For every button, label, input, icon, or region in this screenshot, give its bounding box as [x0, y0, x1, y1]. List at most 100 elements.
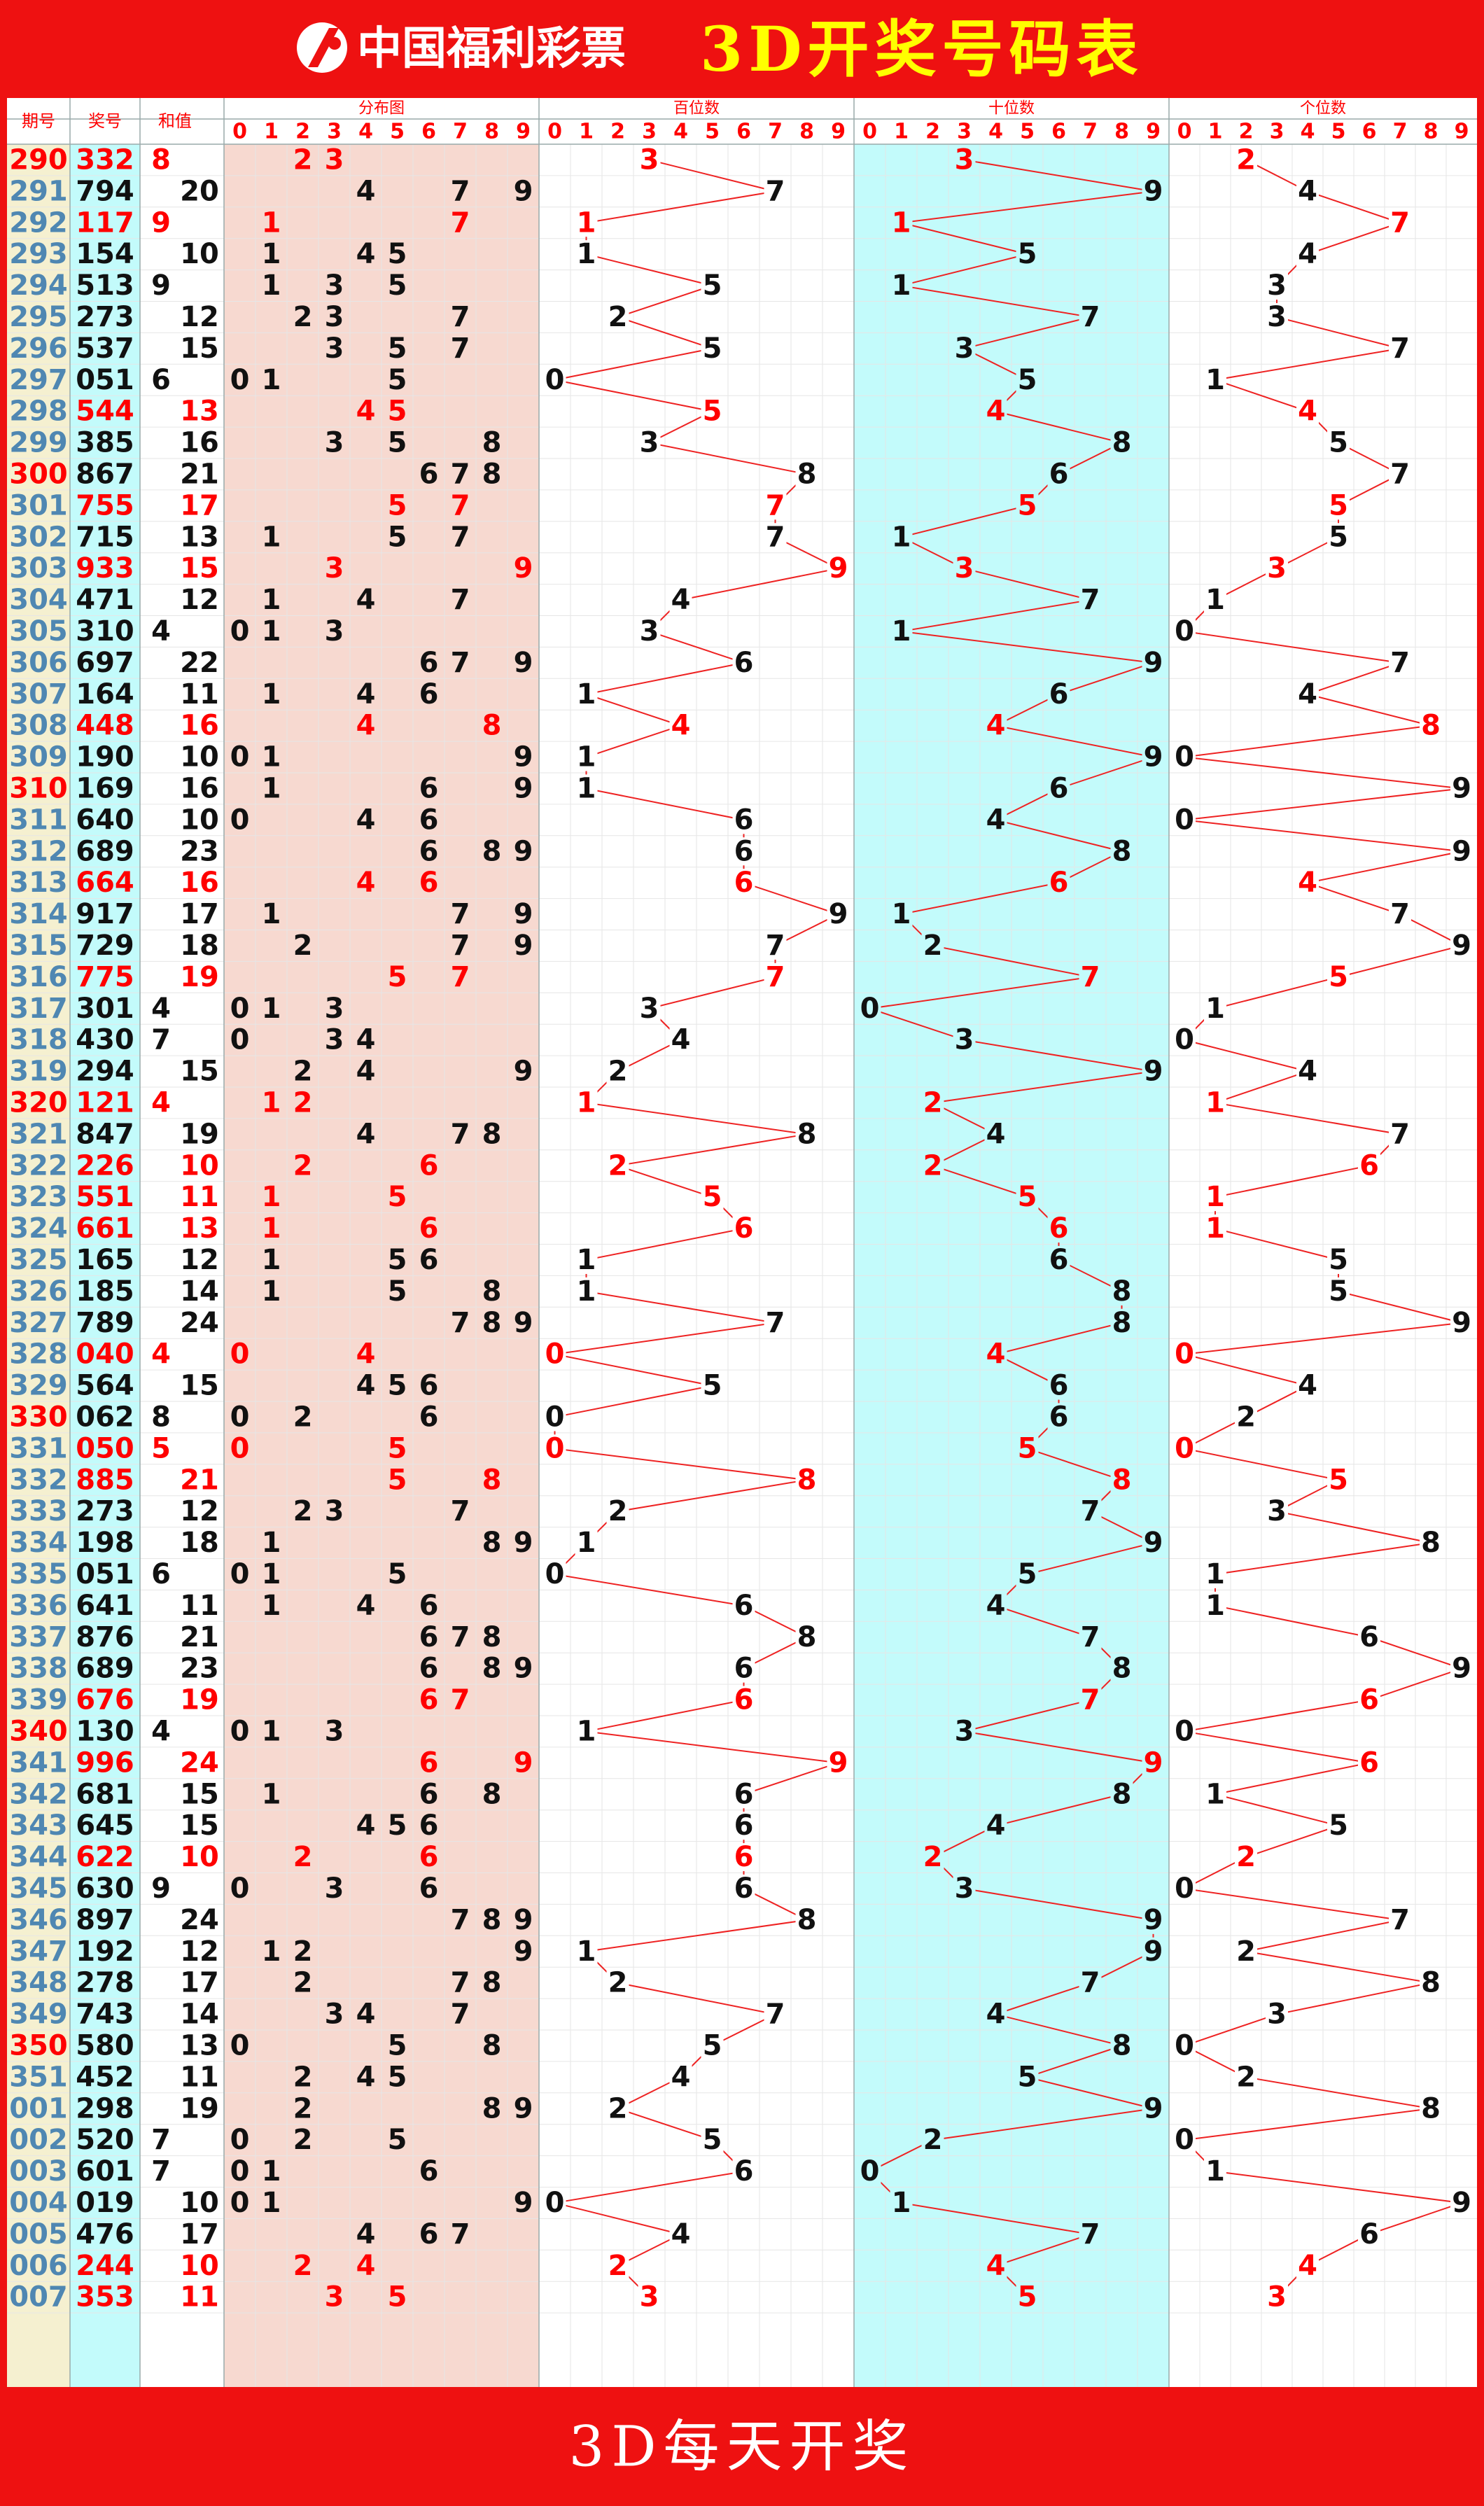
issue-cell: 293: [9, 238, 68, 270]
distribution-mark: 7: [451, 332, 470, 365]
distribution-mark: 8: [482, 835, 502, 867]
hundreds-mark: 8: [797, 1464, 817, 1496]
mark-backdrop: [953, 1717, 976, 1746]
mark-backdrop: [890, 523, 913, 552]
mark-backdrop: [638, 994, 661, 1023]
tens-mark: 6: [1049, 772, 1069, 804]
units-mark: 8: [1421, 2092, 1441, 2124]
header-digit-label: 2: [610, 120, 625, 144]
hundreds-mark: 7: [766, 521, 785, 553]
units-mark: 4: [1298, 867, 1317, 899]
number-cell: 847: [76, 1118, 134, 1150]
number-cell: 169: [76, 772, 134, 804]
sum-cell: 16: [180, 710, 219, 742]
distribution-mark: 6: [419, 804, 439, 836]
tens-mark: 9: [1144, 2092, 1163, 2124]
units-mark: 9: [1452, 930, 1471, 962]
units-mark: 6: [1359, 2218, 1379, 2250]
mark-backdrop: [1016, 240, 1039, 269]
hundreds-mark: 6: [734, 867, 754, 899]
tens-mark: 2: [923, 930, 943, 962]
distribution-mark: 7: [451, 930, 470, 962]
issue-cell: 339: [9, 1684, 68, 1716]
logo-stroke: [308, 28, 339, 67]
issue-cell: 292: [9, 206, 68, 239]
mark-backdrop: [606, 1497, 629, 1526]
issue-cell: 309: [9, 741, 68, 774]
mark-backdrop: [1389, 1905, 1411, 1934]
tens-mark: 0: [860, 993, 880, 1025]
number-cell: 681: [76, 1778, 134, 1810]
number-cell: 430: [76, 1024, 134, 1056]
units-mark: 1: [1205, 1778, 1225, 1810]
number-cell: 476: [76, 2218, 134, 2250]
distribution-mark: 0: [230, 741, 250, 774]
units-mark: 9: [1452, 1307, 1471, 1339]
header-digit-label: 4: [358, 120, 373, 144]
footer-caption: 3D每天开奖: [568, 2414, 915, 2479]
distribution-mark: 5: [388, 2061, 407, 2093]
mark-backdrop: [1016, 491, 1039, 520]
mark-backdrop: [1047, 1245, 1070, 1274]
issue-cell: 305: [9, 615, 68, 648]
mark-backdrop: [1204, 1560, 1226, 1588]
mark-backdrop: [1016, 2063, 1039, 2092]
tens-mark: 8: [1112, 1275, 1132, 1308]
header-digit-label: 2: [295, 120, 310, 144]
hundreds-mark: 6: [734, 1809, 754, 1842]
sum-cell: 24: [180, 1904, 219, 1936]
distribution-mark: 8: [482, 1653, 502, 1685]
header-digit-label: 1: [579, 120, 594, 144]
units-mark: 6: [1359, 1746, 1379, 1779]
mark-backdrop: [953, 1874, 976, 1903]
mark-backdrop: [732, 1591, 755, 1620]
issue-cell: 347: [9, 1935, 68, 1968]
mark-backdrop: [1204, 1183, 1226, 1212]
number-cell: 278: [76, 1967, 134, 1999]
distribution-mark: 5: [388, 2029, 407, 2062]
hundreds-mark: 1: [577, 1935, 596, 1968]
hundreds-mark: 7: [766, 489, 785, 522]
header-digit-label: 9: [1455, 120, 1469, 144]
distribution-mark: 4: [356, 1998, 376, 2031]
mark-backdrop: [1110, 2031, 1133, 2060]
hundreds-mark: 1: [577, 1275, 596, 1308]
number-cell: 789: [76, 1307, 134, 1339]
distribution-mark: 7: [451, 206, 470, 239]
distribution-mark: 1: [262, 1275, 281, 1308]
distribution-mark: 5: [388, 1809, 407, 1842]
hundreds-mark: 8: [797, 1118, 817, 1150]
units-mark: 0: [1175, 1872, 1194, 1905]
mark-backdrop: [984, 711, 1007, 740]
mark-backdrop: [1016, 1560, 1039, 1588]
distribution-mark: 8: [482, 427, 502, 459]
number-cell: 471: [76, 584, 134, 616]
hundreds-mark: 6: [734, 1590, 754, 1622]
units-mark: 5: [1329, 1464, 1348, 1496]
distribution-mark: 8: [482, 1118, 502, 1150]
distribution-mark: 0: [230, 2029, 250, 2062]
mark-backdrop: [606, 2251, 629, 2280]
header-digit-label: 2: [925, 120, 940, 144]
distribution-mark: 1: [262, 678, 281, 710]
issue-cell: 335: [9, 1558, 68, 1590]
sum-cell: 13: [180, 396, 219, 428]
mark-backdrop: [669, 586, 692, 615]
number-cell: 697: [76, 647, 134, 679]
tens-mark: 7: [1081, 2218, 1100, 2250]
issue-cell: 315: [9, 930, 68, 962]
distribution-mark: 3: [325, 2281, 344, 2314]
distribution-mark: 6: [419, 1746, 439, 1779]
header-digit-label: 4: [1301, 120, 1315, 144]
sum-cell: 10: [180, 804, 219, 836]
mark-backdrop: [764, 177, 787, 206]
tens-mark: 6: [1049, 1244, 1069, 1276]
mark-backdrop: [1204, 1591, 1226, 1620]
header-digit-label: 4: [673, 120, 688, 144]
tens-mark: 2: [923, 1841, 943, 1873]
tens-mark: 5: [1018, 364, 1037, 396]
distribution-mark: 8: [482, 1275, 502, 1308]
tens-mark: 2: [923, 1149, 943, 1182]
distribution-mark: 1: [262, 1778, 281, 1810]
distribution-mark: 7: [451, 1495, 470, 1527]
